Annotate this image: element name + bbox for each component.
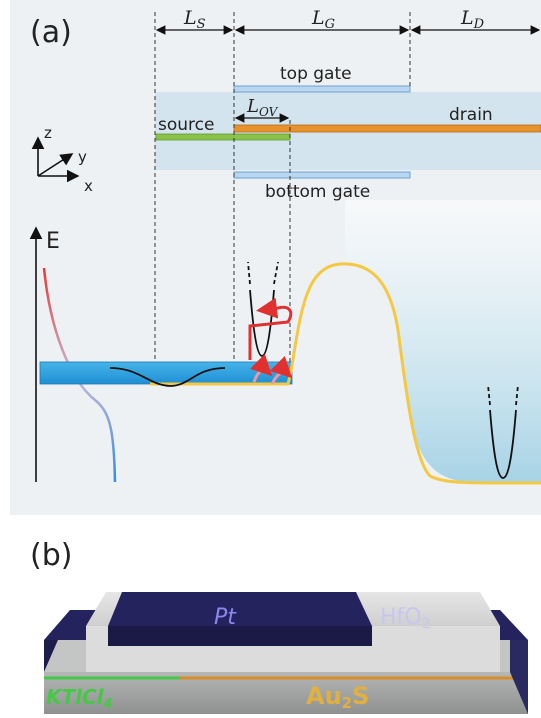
panel-a: (a) LS LG LD LOV top gate bottom gate so… [10, 0, 541, 515]
coordinate-axes-icon [31, 136, 80, 183]
ktlcl4-label: KTlCl4 [46, 685, 113, 712]
slab-right-face [510, 640, 528, 714]
bottom-gate [233, 171, 411, 179]
au2s-label: Au2S [306, 682, 369, 712]
bottom-gate-label: bottom gate [265, 182, 370, 202]
fermi-distribution-curve [42, 267, 117, 483]
panel-b: (b) Pt HfO2 KTlCl4 Au2S [30, 538, 528, 714]
lov-label: LOV [246, 96, 279, 119]
top-gate [233, 85, 411, 93]
tunneling-arrows-icon [248, 297, 293, 385]
pt-gate-top [108, 592, 372, 626]
pt-gate-front [108, 626, 372, 646]
energy-axis-label: E [46, 229, 60, 254]
panel-a-label: (a) [30, 15, 72, 50]
slab-left-face [44, 640, 58, 672]
axis-y-label: y [78, 148, 87, 166]
axis-x-label: x [84, 177, 93, 195]
ld-label: LD [460, 7, 485, 32]
hfo2-label: HfO2 [380, 605, 431, 632]
drain-label: drain [449, 105, 493, 125]
slab-front [44, 672, 528, 714]
drain-layer [233, 124, 541, 133]
dimension-arrows [155, 25, 541, 123]
drain-dispersion-icon [487, 384, 519, 479]
band-edge-curve [150, 262, 541, 485]
pt-label: Pt [214, 605, 237, 630]
axis-z-label: z [44, 124, 52, 142]
ls-label: LS [183, 7, 206, 32]
panel-b-label: (b) [30, 538, 72, 573]
top-gate-label: top gate [280, 64, 352, 84]
dashed-guides [154, 12, 411, 382]
source-subband-curve [109, 367, 226, 387]
drain-well [345, 200, 541, 482]
source-label: source [158, 115, 214, 135]
lg-label: LG [311, 7, 335, 32]
